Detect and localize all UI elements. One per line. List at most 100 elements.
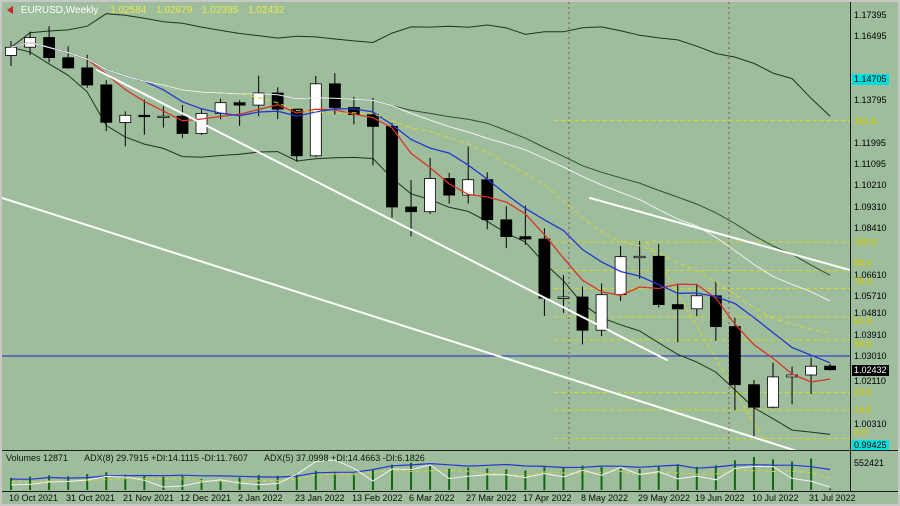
- candlestick: [633, 240, 646, 279]
- candlestick: [690, 283, 703, 317]
- moving-average-21: [10, 41, 831, 302]
- trendline: [96, 69, 668, 361]
- current-price-tag: 1.02432: [852, 365, 889, 376]
- fib-base-line: [646, 241, 765, 441]
- candlestick: [614, 246, 627, 302]
- date-label: 21 Nov 2021: [123, 493, 175, 503]
- price-axis-label: 1.08410: [854, 223, 887, 233]
- date-label: 19 Jun 2022: [695, 493, 745, 503]
- candlestick: [805, 357, 817, 394]
- price-axis-label: 1.11095: [854, 159, 886, 169]
- time-axis[interactable]: 10 Oct 2021 31 Oct 2021 21 Nov 2021 12 Dec …: [2, 492, 898, 504]
- adx5-label: ADX(5) 37.0998 +DI:14.4663 -DI:6.1826: [263, 453, 425, 463]
- candlestick: [119, 111, 132, 147]
- date-label: 27 Mar 2022: [466, 493, 517, 503]
- fib-axis-label: 50.0: [854, 339, 872, 349]
- candlestick: [671, 284, 684, 343]
- candlestick: [519, 205, 532, 245]
- fib-axis-label: 161.8: [854, 116, 877, 126]
- candlestick: [138, 99, 151, 135]
- candlestick: [500, 206, 513, 249]
- price-axis-label: 1.05710: [854, 291, 887, 301]
- fib-axis-label: 100.0: [854, 237, 877, 247]
- price-axis-label: 1.00310: [854, 419, 887, 429]
- moving-average-13: [10, 41, 831, 334]
- candlestick: [347, 96, 360, 125]
- bollinger-lower-band: [10, 46, 831, 435]
- price-axis-label: 1.17395: [854, 10, 887, 20]
- date-label: 2 Jan 2022: [238, 493, 283, 503]
- indicator-values-overlay: Volumes 12871 ADX(8) 29.7915 +DI:14.1115…: [6, 453, 439, 463]
- candlestick: [290, 108, 303, 162]
- volumes-label: Volumes 12871: [6, 453, 69, 463]
- date-label: 31 Oct 2021: [66, 493, 116, 503]
- candlestick: [405, 180, 418, 237]
- open-value: 1.02584: [110, 5, 147, 16]
- price-chart-canvas: [2, 2, 850, 450]
- adx-main-line: [10, 462, 831, 480]
- candlestick: [386, 122, 398, 218]
- candlestick: [328, 73, 341, 115]
- level-price-tag: 1.14705: [852, 74, 889, 85]
- candlestick: [652, 243, 665, 308]
- date-label: 31 Jul 2022: [809, 493, 856, 503]
- date-label: 10 Jul 2022: [752, 493, 799, 503]
- indicator-axis-label: 552421: [854, 458, 885, 468]
- high-value: 1.02679: [156, 5, 193, 16]
- quote-overlay: EURUSD,Weekly 1.02584 1.02679 1.02395 1.…: [7, 5, 291, 16]
- candlestick: [481, 172, 494, 230]
- moving-average-8: [10, 41, 831, 364]
- candlestick: [710, 281, 722, 341]
- moving-average-5: [10, 41, 831, 383]
- fibonacci-layer: [554, 120, 850, 441]
- candlestick: [767, 362, 779, 409]
- price-axis-label: 1.11995: [854, 138, 886, 148]
- fib-axis-label: 85.4: [854, 258, 872, 268]
- price-axis-label: 1.02110: [854, 376, 886, 386]
- price-axis-label: 1.13795: [854, 95, 887, 105]
- candlestick: [81, 54, 94, 88]
- fib-axis-label: 61.8: [854, 316, 872, 326]
- indicator-axis[interactable]: 552421: [851, 451, 898, 492]
- price-axis-label: 1.09310: [854, 202, 887, 212]
- date-label: 10 Oct 2021: [9, 493, 59, 503]
- price-axis-label: 1.03910: [854, 330, 887, 340]
- price-axis-label: 1.04810: [854, 308, 887, 318]
- low-value: 1.02395: [202, 5, 239, 16]
- candlestick: [424, 157, 437, 214]
- adx-di-line: [10, 469, 831, 483]
- adx8-label: ADX(8) 29.7915 +DI:14.1115 -DI:11.7607: [84, 453, 248, 463]
- candlestick: [62, 46, 75, 69]
- candlestick: [157, 106, 170, 128]
- bollinger-upper-band: [10, 13, 831, 117]
- date-label: 8 May 2022: [581, 493, 629, 503]
- adx-secondary-line: [10, 459, 831, 488]
- fib-axis-label: 76.4: [854, 276, 872, 286]
- candlestick: [233, 100, 246, 126]
- candlestick: [443, 172, 456, 204]
- indicator-pane[interactable]: Volumes 12871 ADX(8) 29.7915 +DI:14.1115…: [2, 451, 851, 492]
- fib-axis-label: 23.6: [854, 387, 872, 397]
- date-label: 29 May 2022: [638, 493, 691, 503]
- date-label: 6 Mar 2022: [409, 493, 455, 503]
- indicator-canvas: [10, 457, 832, 490]
- price-axis-label: 1.03010: [854, 351, 887, 361]
- price-axis-label: 1.16495: [854, 31, 887, 41]
- trendline: [2, 197, 797, 450]
- close-value: 1.02432: [247, 5, 285, 16]
- date-label: 12 Dec 2021: [180, 493, 232, 503]
- symbol-timeframe-label: EURUSD,Weekly: [20, 5, 99, 16]
- candlestick: [100, 80, 113, 132]
- candlestick: [729, 317, 741, 411]
- price-chart-pane[interactable]: EURUSD,Weekly 1.02584 1.02679 1.02395 1.…: [2, 2, 851, 451]
- fib-axis-label: 14.6: [854, 405, 872, 415]
- candlestick: [538, 228, 551, 316]
- candlestick: [366, 97, 379, 166]
- price-axis-label: 1.10210: [854, 180, 887, 190]
- date-label: 23 Jan 2022: [295, 493, 345, 503]
- date-label: 13 Feb 2022: [352, 493, 403, 503]
- price-axis-label: 1.06610: [854, 270, 887, 280]
- price-axis[interactable]: 1.17395 1.16495 1.14705 1.13795 161.8 1.11995…: [851, 2, 898, 451]
- candlestick: [309, 75, 322, 158]
- fib-axis-label: 0.0: [854, 427, 867, 437]
